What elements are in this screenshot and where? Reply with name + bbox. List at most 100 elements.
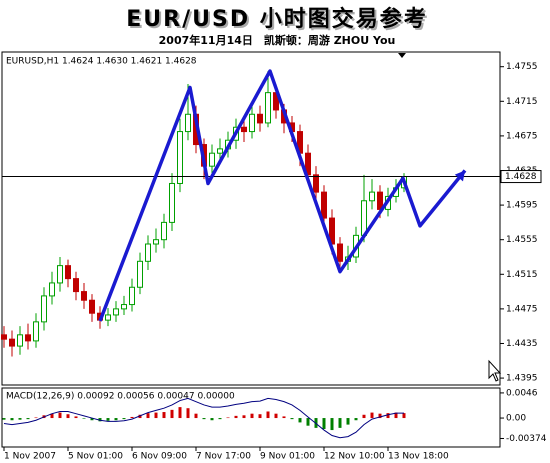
candle-body: [73, 278, 79, 293]
chart-title: EUR/USD 小时图交易参考: [126, 6, 428, 32]
current-price-label: 1.4628: [505, 172, 537, 182]
macd-bar: [186, 408, 190, 419]
macd-bar: [322, 418, 326, 429]
macd-line: [3, 397, 404, 439]
candle-body: [169, 182, 175, 223]
candle-body: [17, 334, 23, 347]
macd-bar: [266, 411, 270, 419]
macd-bar: [178, 407, 182, 419]
macd-bar: [130, 416, 134, 419]
macd-bar: [234, 415, 238, 419]
current-price-box: [500, 170, 542, 184]
macd-bar: [250, 413, 254, 419]
candle-body: [1, 334, 7, 340]
candle-body: [9, 338, 15, 347]
candle-body: [49, 282, 55, 297]
macd-bar: [58, 412, 62, 419]
macd-bar: [50, 413, 54, 419]
macd-bar: [218, 418, 222, 420]
candle-body: [217, 148, 223, 154]
y-tick-label: 1.4755: [506, 62, 538, 72]
macd-bar: [82, 418, 86, 419]
macd-bar: [34, 417, 38, 419]
macd-bar: [154, 412, 158, 419]
candle-body: [33, 321, 39, 342]
candle-body: [249, 113, 255, 133]
macd-bar: [298, 418, 302, 423]
y-tick-label: -0.00374: [506, 434, 547, 444]
y-tick-label: 1.4395: [506, 374, 538, 384]
macd-bar: [194, 413, 198, 419]
macd-bar: [242, 415, 246, 419]
candle-body: [313, 174, 319, 193]
candle-body: [121, 304, 127, 310]
cursor: [488, 359, 502, 382]
candle-body: [369, 191, 375, 202]
macd-bar: [386, 413, 390, 419]
candle-body: [105, 314, 111, 321]
macd-bar: [346, 418, 350, 425]
chart-title-shadow: EUR/USD 小时图交易参考: [128, 8, 430, 34]
chart-subtitle: 2007年11月14日 凯斯顿：周游 ZHOU You: [159, 33, 396, 47]
macd-bar: [66, 414, 70, 419]
macd-bar: [362, 414, 366, 419]
shift-marker: [398, 53, 406, 58]
y-tick-label: 0.00: [506, 414, 526, 424]
x-tick-label: 13 Nov 18:00: [388, 452, 449, 462]
x-tick-label: 6 Nov 09:00: [132, 452, 187, 462]
candle-body: [321, 191, 327, 219]
macd-bar: [10, 418, 14, 421]
y-tick-label: 1.4595: [506, 201, 538, 211]
candle-body: [113, 308, 119, 316]
candle-body: [41, 295, 47, 323]
macd-bar: [98, 418, 102, 422]
candle-body: [145, 243, 151, 262]
macd-bar: [402, 413, 406, 419]
x-tick-label: 5 Nov 01:00: [68, 452, 123, 462]
macd-label: MACD(12,26,9) 0.00092 0.00056 0.00047 0.…: [6, 392, 235, 402]
candle-body: [153, 239, 159, 245]
macd-bar: [338, 418, 342, 428]
candle-body: [81, 291, 87, 301]
macd-bar: [26, 418, 30, 420]
macd-bar: [226, 417, 230, 419]
y-tick-label: 1.4475: [506, 304, 538, 314]
candle-body: [177, 131, 183, 184]
macd-bar: [258, 414, 262, 419]
macd-bar: [210, 418, 214, 421]
macd-bar: [290, 418, 294, 420]
candle-body: [265, 92, 271, 124]
macd-bar: [138, 414, 142, 419]
macd-bar: [306, 418, 310, 426]
macd-bar: [162, 412, 166, 419]
zigzag-forecast: [98, 69, 467, 322]
macd-bar: [2, 418, 6, 420]
candle-body: [337, 243, 343, 262]
y-tick-label: 0.0046: [506, 388, 538, 398]
y-tick-label: 1.4675: [506, 131, 538, 141]
candle-body: [361, 200, 367, 236]
macd-bar: [282, 416, 286, 419]
candle-body: [257, 113, 263, 124]
macd-bar: [90, 418, 94, 421]
candle-body: [129, 286, 135, 306]
macd-bar: [394, 412, 398, 419]
macd-bar: [274, 413, 278, 419]
candle-body: [185, 113, 191, 133]
candle-body: [161, 221, 167, 241]
y-tick-label: 1.4515: [506, 270, 538, 280]
macd-bar: [378, 413, 382, 419]
symbol-label: EURUSD,H1 1.4624 1.4630 1.4621 1.4628: [6, 57, 197, 67]
y-tick-label: 1.4715: [506, 97, 538, 107]
candle-body: [89, 299, 95, 314]
macd-bar: [18, 418, 22, 420]
zigzag-arrowhead: [454, 170, 465, 182]
macd-bar: [202, 418, 206, 420]
macd-bar: [146, 413, 150, 419]
x-tick-label: 9 Nov 01:00: [260, 452, 315, 462]
x-tick-label: 1 Nov 2007: [4, 452, 56, 462]
y-tick-label: 1.4555: [506, 235, 538, 245]
macd-bar: [106, 418, 110, 421]
